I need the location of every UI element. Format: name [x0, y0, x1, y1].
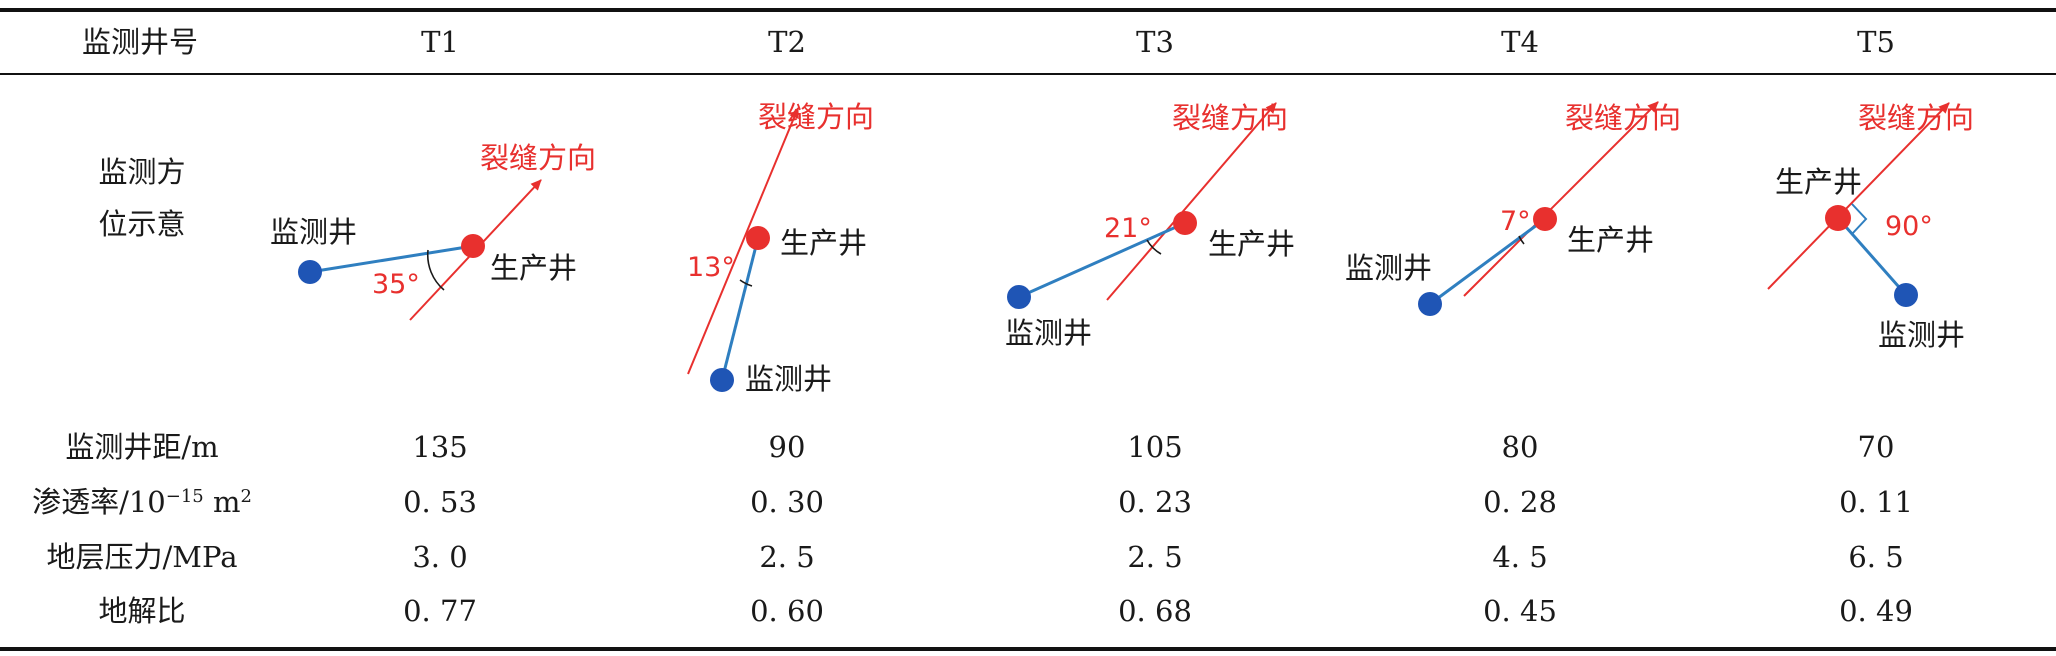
t4-production-well — [1533, 207, 1557, 231]
spacing-t2: 90 — [768, 430, 806, 464]
pressure-t5: 6. 5 — [1848, 540, 1904, 574]
t5-fracture-arrow — [1767, 102, 1950, 290]
gas-ratio-t1: 0. 77 — [403, 594, 477, 628]
t5-monitor-label: 监测井 — [1878, 318, 1965, 352]
t5-monitor-line — [1836, 217, 1908, 296]
t1-angle-label: 35° — [372, 269, 420, 300]
t2-angle-arc — [739, 279, 753, 287]
t4-monitor-well — [1418, 292, 1442, 316]
diagram-row-label-line1: 监测方 — [98, 155, 186, 189]
t4-monitor-line — [1429, 217, 1546, 306]
permeability-label-unit: m — [203, 485, 241, 519]
t4-angle-label: 7° — [1500, 206, 1531, 237]
t4-angle-arc — [1518, 235, 1525, 245]
t3-angle-label: 21° — [1104, 213, 1152, 244]
diagram-t4: 裂缝方向 监测井 生产井 7° — [1345, 101, 1681, 316]
header-well-t5: T5 — [1857, 25, 1895, 59]
header-well-t1: T1 — [421, 25, 459, 59]
header-well-t4: T4 — [1501, 25, 1539, 59]
t2-angle-label: 13° — [687, 252, 735, 283]
header-well-label: 监测井号 — [81, 25, 199, 59]
gas-ratio-t3: 0. 68 — [1118, 594, 1192, 628]
t5-production-well — [1825, 205, 1851, 231]
permeability-t2: 0. 30 — [750, 485, 824, 519]
pressure-t2: 2. 5 — [759, 540, 815, 574]
t5-monitor-well — [1894, 283, 1918, 307]
row-label-gas-ratio: 地解比 — [98, 594, 186, 628]
spacing-t1: 135 — [412, 430, 468, 464]
spacing-t5: 70 — [1857, 430, 1895, 464]
t3-production-label: 生产井 — [1208, 227, 1295, 261]
t1-monitor-line — [309, 244, 474, 274]
diagram-row-label: 监测方 位示意 — [98, 146, 185, 250]
permeability-t1: 0. 53 — [403, 485, 477, 519]
diagram-row-label-line2: 位示意 — [98, 207, 186, 241]
t2-monitor-label: 监测井 — [745, 362, 832, 396]
t1-monitor-well — [298, 260, 322, 284]
diagram-t5: 裂缝方向 生产井 监测井 90° — [1767, 101, 1974, 352]
diagram-t1: 裂缝方向 监测井 生产井 35° — [270, 141, 596, 321]
t4-fracture-arrow — [1463, 101, 1659, 297]
gas-ratio-t5: 0. 49 — [1839, 594, 1913, 628]
gas-ratio-t4: 0. 45 — [1483, 594, 1557, 628]
row-label-spacing: 监测井距/m — [65, 430, 219, 464]
t2-fracture-arrow — [687, 107, 799, 375]
spacing-t4: 80 — [1501, 430, 1539, 464]
table-header-rule — [0, 73, 2056, 75]
diagram-t3: 裂缝方向 监测井 生产井 21° — [1005, 101, 1295, 350]
t1-fracture-label: 裂缝方向 — [480, 141, 596, 175]
t2-production-label: 生产井 — [780, 226, 867, 260]
t3-monitor-well — [1007, 285, 1031, 309]
t1-angle-arc — [426, 249, 445, 291]
t2-monitor-line — [720, 237, 760, 381]
permeability-label-unit-exp: 2 — [240, 486, 252, 507]
t1-monitor-label: 监测井 — [270, 215, 357, 249]
t4-fracture-label: 裂缝方向 — [1565, 101, 1681, 135]
t3-fracture-arrow — [1106, 102, 1277, 301]
gas-ratio-t2: 0. 60 — [750, 594, 824, 628]
t5-fracture-label: 裂缝方向 — [1858, 101, 1974, 135]
t1-production-well — [461, 234, 485, 258]
permeability-t3: 0. 23 — [1118, 485, 1192, 519]
t3-production-well — [1173, 211, 1197, 235]
t3-angle-arc — [1146, 239, 1162, 255]
t5-angle-label: 90° — [1885, 211, 1933, 242]
t2-fracture-label: 裂缝方向 — [758, 100, 874, 134]
permeability-label-main: 渗透率/10 — [32, 485, 166, 519]
spacing-t3: 105 — [1127, 430, 1183, 464]
pressure-t1: 3. 0 — [412, 540, 468, 574]
pressure-t4: 4. 5 — [1492, 540, 1548, 574]
t3-monitor-line — [1018, 221, 1186, 299]
table-top-rule — [0, 8, 2056, 12]
t2-monitor-well — [710, 368, 734, 392]
permeability-t4: 0. 28 — [1483, 485, 1557, 519]
t3-fracture-label: 裂缝方向 — [1172, 101, 1288, 135]
permeability-t5: 0. 11 — [1839, 485, 1913, 519]
t5-production-label: 生产井 — [1775, 165, 1862, 199]
permeability-label-exp: −15 — [165, 486, 204, 507]
pressure-t3: 2. 5 — [1127, 540, 1183, 574]
header-well-t3: T3 — [1136, 25, 1174, 59]
diagram-t2: 裂缝方向 监测井 生产井 13° — [687, 100, 874, 396]
t4-monitor-label: 监测井 — [1345, 251, 1432, 285]
t2-production-well — [746, 226, 770, 250]
row-label-permeability: 渗透率/10−15 m2 — [32, 484, 252, 520]
t1-production-label: 生产井 — [490, 251, 577, 285]
t3-monitor-label: 监测井 — [1005, 316, 1092, 350]
t4-production-label: 生产井 — [1567, 223, 1654, 257]
row-label-pressure: 地层压力/MPa — [46, 540, 238, 574]
table-bottom-rule — [0, 647, 2056, 651]
header-well-t2: T2 — [768, 25, 806, 59]
t5-right-angle-mark — [1851, 203, 1868, 235]
